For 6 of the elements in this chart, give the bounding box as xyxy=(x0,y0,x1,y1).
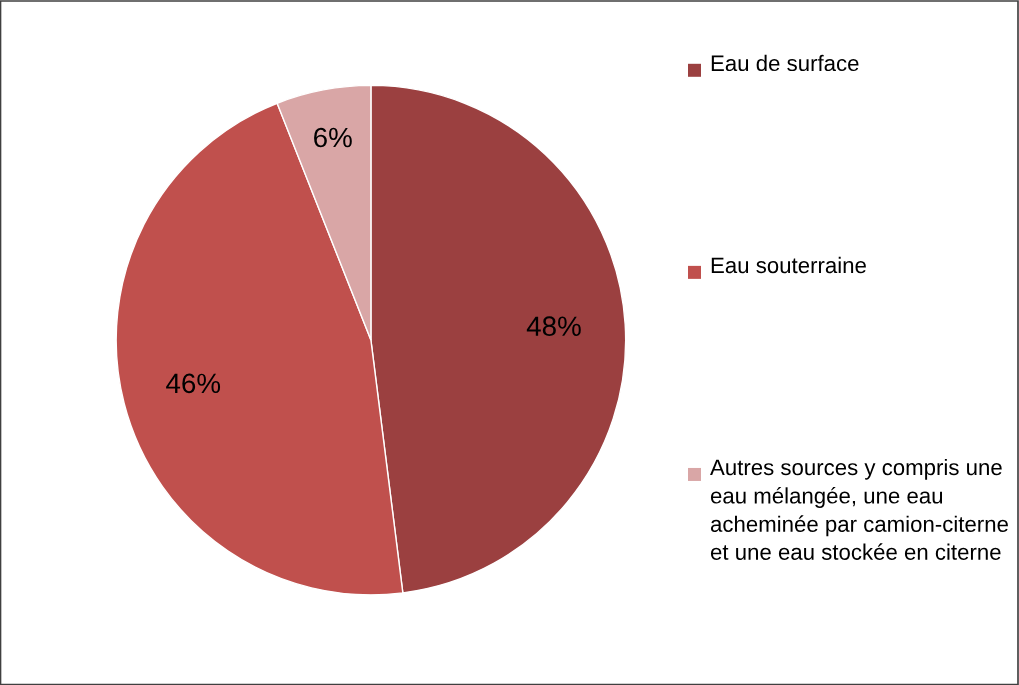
legend-label: Autres sources y compris une eau mélangée, une eau acheminée par camion-citerne et une eau stockée en citerne xyxy=(710,458,1008,560)
data-label: 48% xyxy=(526,316,581,337)
legend-label: Eau de surface xyxy=(711,54,859,72)
legend-label: Eau souterraine xyxy=(711,256,866,274)
data-label: 46% xyxy=(166,373,221,394)
data-label: 6% xyxy=(314,127,352,148)
